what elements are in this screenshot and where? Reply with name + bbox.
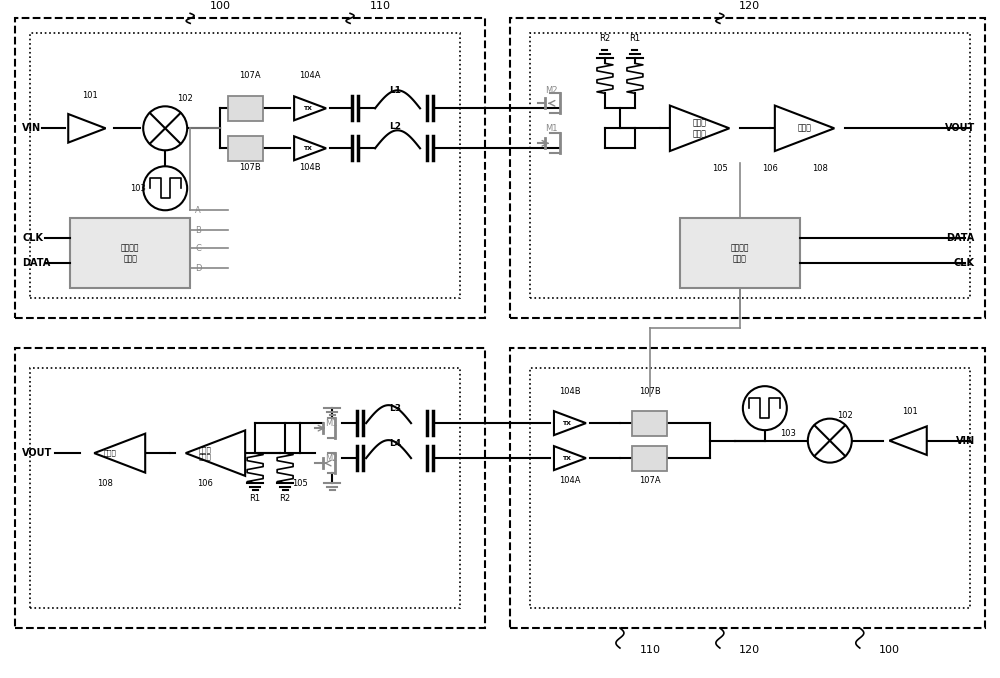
Circle shape [743, 386, 787, 430]
Text: 105: 105 [292, 479, 308, 488]
Text: DATA: DATA [22, 258, 51, 268]
Text: 106: 106 [762, 164, 778, 174]
Text: 108: 108 [812, 164, 828, 174]
Text: 104A: 104A [299, 71, 321, 80]
Bar [632, 411, 667, 436]
Text: 106: 106 [197, 479, 213, 488]
Text: R1: R1 [250, 494, 261, 503]
Polygon shape [775, 106, 834, 151]
Bar [530, 33, 970, 298]
Polygon shape [554, 446, 586, 470]
Text: VOUT: VOUT [22, 448, 53, 458]
Text: R2: R2 [280, 494, 291, 503]
Bar [228, 96, 263, 121]
Text: CLK: CLK [954, 258, 975, 268]
Bar [15, 18, 485, 318]
Bar [30, 33, 460, 298]
Bar [228, 136, 263, 161]
Text: C: C [195, 244, 201, 253]
Text: A: A [195, 205, 201, 215]
Circle shape [143, 106, 187, 151]
Text: 放大与
解调器: 放大与 解调器 [693, 119, 707, 138]
Text: B: B [195, 226, 201, 235]
Text: M1: M1 [545, 124, 557, 133]
Circle shape [808, 418, 852, 462]
Text: VOUT: VOUT [944, 123, 975, 134]
Polygon shape [94, 434, 145, 473]
Circle shape [143, 166, 187, 210]
Text: 110: 110 [370, 1, 391, 12]
Text: 103: 103 [130, 184, 146, 193]
Text: VIN: VIN [956, 436, 975, 445]
Text: 103: 103 [780, 428, 796, 437]
Text: 104A: 104A [559, 476, 581, 485]
Text: 100: 100 [879, 645, 900, 655]
Text: L2: L2 [389, 122, 401, 131]
Text: 107B: 107B [239, 163, 261, 172]
Polygon shape [554, 411, 586, 435]
Text: M1: M1 [325, 418, 338, 428]
Bar [510, 18, 985, 318]
Polygon shape [889, 426, 927, 455]
Text: 104B: 104B [559, 387, 581, 396]
Text: 驱动器: 驱动器 [104, 450, 117, 456]
Text: R2: R2 [599, 35, 611, 43]
Text: D: D [195, 264, 202, 273]
Text: 测试与接
口电路: 测试与接 口电路 [121, 243, 139, 263]
Bar [15, 348, 485, 628]
Text: 104B: 104B [299, 163, 321, 172]
Text: 105: 105 [712, 164, 728, 174]
Text: 102: 102 [837, 411, 853, 420]
Text: 107B: 107B [639, 387, 661, 396]
Text: 100: 100 [210, 1, 231, 12]
Text: 驱动器: 驱动器 [798, 124, 812, 133]
Text: L4: L4 [389, 439, 401, 447]
Text: 110: 110 [639, 645, 660, 655]
Bar [632, 445, 667, 471]
Polygon shape [294, 136, 326, 160]
Bar [680, 218, 800, 288]
Text: 101: 101 [82, 92, 98, 100]
Polygon shape [670, 106, 729, 151]
Text: L1: L1 [389, 86, 401, 95]
Text: R1: R1 [629, 35, 640, 43]
Bar [70, 218, 190, 288]
Bar [510, 348, 985, 628]
Text: 120: 120 [739, 1, 760, 12]
Text: 108: 108 [97, 479, 113, 488]
Text: 101: 101 [902, 407, 918, 416]
Text: 120: 120 [739, 645, 760, 655]
Text: M2: M2 [545, 86, 557, 95]
Text: TX: TX [562, 420, 571, 426]
Polygon shape [186, 431, 245, 476]
Text: TX: TX [562, 456, 571, 460]
Text: VIN: VIN [22, 123, 41, 134]
Text: 107A: 107A [639, 476, 661, 485]
Text: 放大与
解调器: 放大与 解调器 [199, 446, 212, 460]
Text: TX: TX [303, 146, 312, 151]
Bar [530, 368, 970, 608]
Text: L3: L3 [389, 403, 401, 413]
Polygon shape [294, 96, 326, 120]
Text: TX: TX [303, 106, 312, 111]
Text: CLK: CLK [22, 233, 43, 243]
Text: 107A: 107A [239, 71, 261, 80]
Polygon shape [68, 114, 106, 142]
Text: DATA: DATA [946, 233, 975, 243]
Text: 测试与接
口电路: 测试与接 口电路 [731, 243, 749, 263]
Text: 102: 102 [177, 94, 193, 103]
Bar [30, 368, 460, 608]
Text: M2: M2 [325, 454, 338, 462]
